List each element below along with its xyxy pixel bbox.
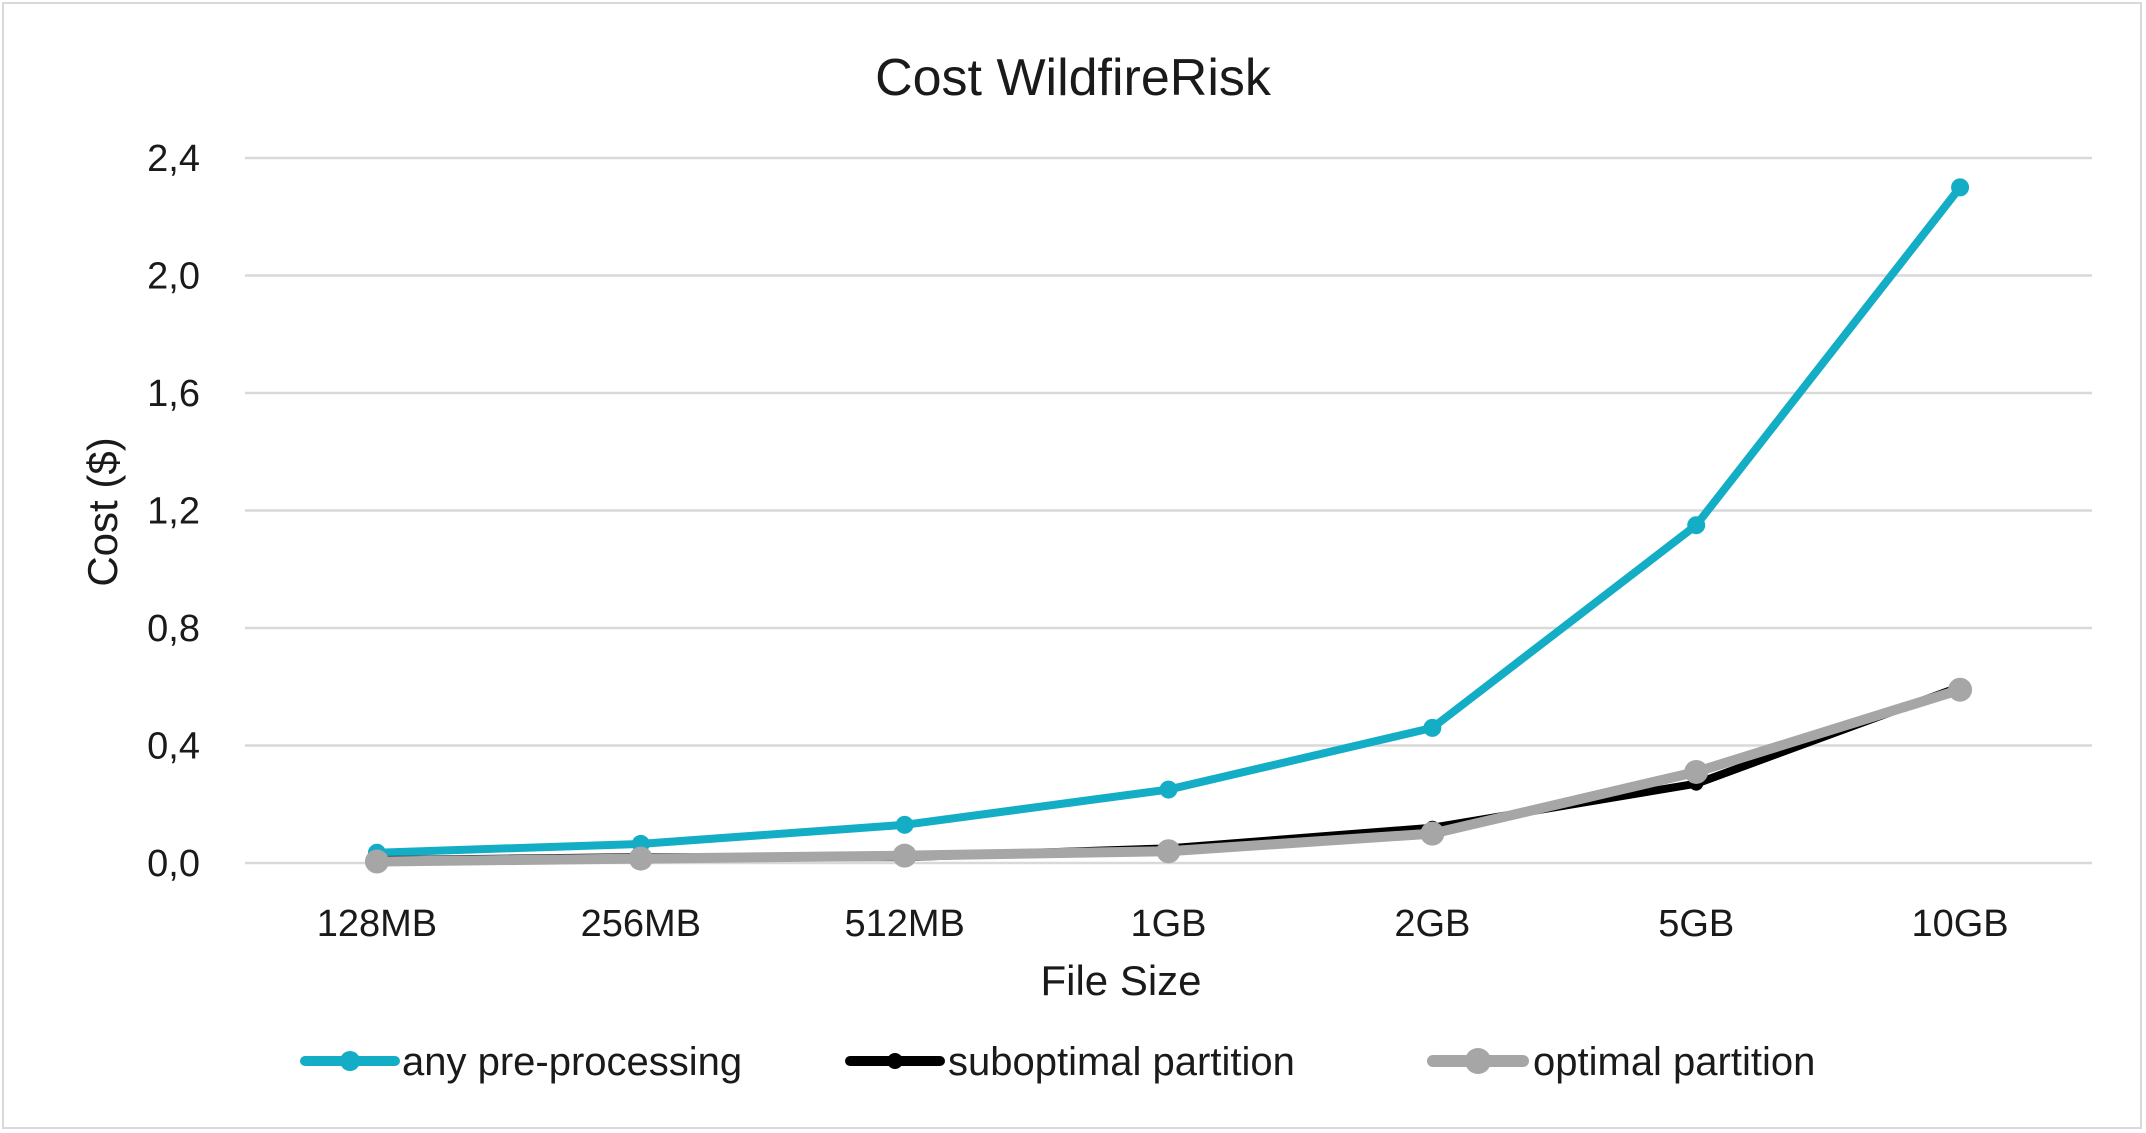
data-point [1423, 718, 1442, 737]
x-tick-label: 2GB [1394, 903, 1470, 945]
data-point [364, 849, 389, 874]
series-line [372, 183, 1965, 857]
data-point [1948, 677, 1973, 702]
grid-lines [245, 156, 2092, 865]
legend-label: optimal partition [1533, 1040, 1815, 1084]
y-tick-label: 2,4 [147, 138, 200, 180]
data-point [1159, 780, 1178, 799]
series-suboptimal-partition [369, 679, 1968, 868]
y-axis-ticks: 0,0 0,4 0,8 1,2 1,6 2,0 2,4 [147, 138, 200, 885]
x-tick-label: 128MB [317, 903, 437, 945]
x-tick-label: 256MB [581, 903, 701, 945]
legend-item: any pre-processing [300, 1040, 742, 1084]
data-point [1156, 839, 1181, 864]
x-axis-label: File Size [1040, 957, 1201, 1004]
data-point [1420, 821, 1445, 846]
x-axis-ticks: 128MB 256MB 512MB 1GB 2GB 5GB 10GB [317, 903, 2009, 945]
legend-swatch-marker [887, 1053, 903, 1069]
x-tick-label: 10GB [1911, 903, 2008, 945]
series-layer [364, 178, 1973, 874]
y-tick-label: 2,0 [147, 256, 200, 298]
data-point [1687, 516, 1706, 535]
legend-item: suboptimal partition [845, 1040, 1295, 1084]
x-tick-label: 5GB [1658, 903, 1734, 945]
data-point [628, 846, 653, 871]
legend-label: any pre-processing [402, 1040, 742, 1084]
data-point [1684, 759, 1709, 784]
legend-label: suboptimal partition [948, 1040, 1295, 1084]
series-optimal-partition [364, 677, 1973, 874]
chart-title: Cost WildfireRisk [875, 49, 1272, 107]
x-tick-label: 512MB [844, 903, 964, 945]
x-tick-label: 1GB [1130, 903, 1206, 945]
legend: any pre-processing suboptimal partition op… [300, 1040, 1815, 1084]
legend-swatch-marker [1465, 1048, 1491, 1074]
y-tick-label: 1,6 [147, 373, 200, 415]
y-tick-label: 0,4 [147, 726, 200, 768]
data-point [892, 843, 917, 868]
y-tick-label: 0,8 [147, 608, 200, 650]
y-axis-label: Cost ($) [79, 437, 126, 586]
legend-item: optimal partition [1427, 1040, 1815, 1084]
y-tick-label: 1,2 [147, 491, 200, 533]
y-tick-label: 0,0 [147, 843, 200, 885]
data-point [1951, 178, 1970, 197]
legend-swatch-marker [340, 1051, 360, 1071]
series-line [372, 682, 1965, 865]
data-point [895, 815, 914, 834]
